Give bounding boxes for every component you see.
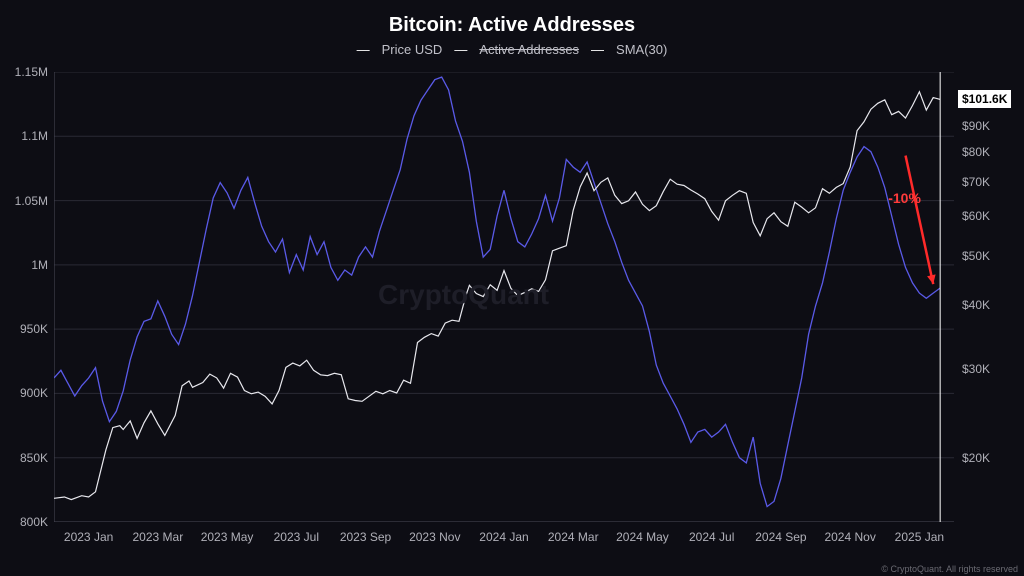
chart-root: Bitcoin: Active Addresses — Price USD — Act… <box>0 0 1024 576</box>
y-left-tick: 1.05M <box>0 194 48 208</box>
x-tick: 2023 May <box>201 530 254 544</box>
y-left-tick: 1.15M <box>0 65 48 79</box>
y-left-tick: 900K <box>0 386 48 400</box>
x-tick: 2024 Jan <box>479 530 528 544</box>
legend-item[interactable]: Price USD <box>382 42 443 57</box>
x-tick: 2023 Nov <box>409 530 460 544</box>
y-right-tick: $70K <box>962 175 990 189</box>
legend-item[interactable]: Active Addresses <box>479 42 579 57</box>
y-right-tick: $40K <box>962 298 990 312</box>
y-right-tick: $30K <box>962 362 990 376</box>
y-right-highlight: $101.6K <box>958 90 1011 108</box>
legend-dash: — <box>454 42 467 57</box>
x-tick: 2024 Jul <box>689 530 734 544</box>
y-left-tick: 950K <box>0 322 48 336</box>
x-tick: 2024 Sep <box>755 530 806 544</box>
annotation-label: -10% <box>888 190 921 206</box>
y-left-tick: 850K <box>0 451 48 465</box>
y-right-tick: $20K <box>962 451 990 465</box>
x-tick: 2024 Nov <box>824 530 875 544</box>
x-tick: 2023 Sep <box>340 530 391 544</box>
price-series <box>54 92 940 500</box>
x-tick: 2024 May <box>616 530 669 544</box>
x-tick: 2025 Jan <box>895 530 944 544</box>
y-right-tick: $60K <box>962 209 990 223</box>
y-right-tick: $90K <box>962 119 990 133</box>
legend-dash: — <box>357 42 370 57</box>
y-right-tick: $80K <box>962 145 990 159</box>
y-right-tick: $50K <box>962 249 990 263</box>
x-tick: 2023 Jul <box>274 530 319 544</box>
legend-dash: — <box>591 42 604 57</box>
plot-svg <box>54 72 954 522</box>
chart-title: Bitcoin: Active Addresses <box>0 14 1024 37</box>
x-tick: 2023 Jan <box>64 530 113 544</box>
copyright: © CryptoQuant. All rights reserved <box>881 564 1018 574</box>
x-tick: 2023 Mar <box>132 530 183 544</box>
plot-area[interactable] <box>54 72 954 522</box>
y-left-tick: 1M <box>0 258 48 272</box>
legend: — Price USD — Active Addresses — SMA(30) <box>0 42 1024 57</box>
y-left-tick: 1.1M <box>0 129 48 143</box>
y-left-tick: 800K <box>0 515 48 529</box>
x-tick: 2024 Mar <box>548 530 599 544</box>
legend-item[interactable]: SMA(30) <box>616 42 667 57</box>
